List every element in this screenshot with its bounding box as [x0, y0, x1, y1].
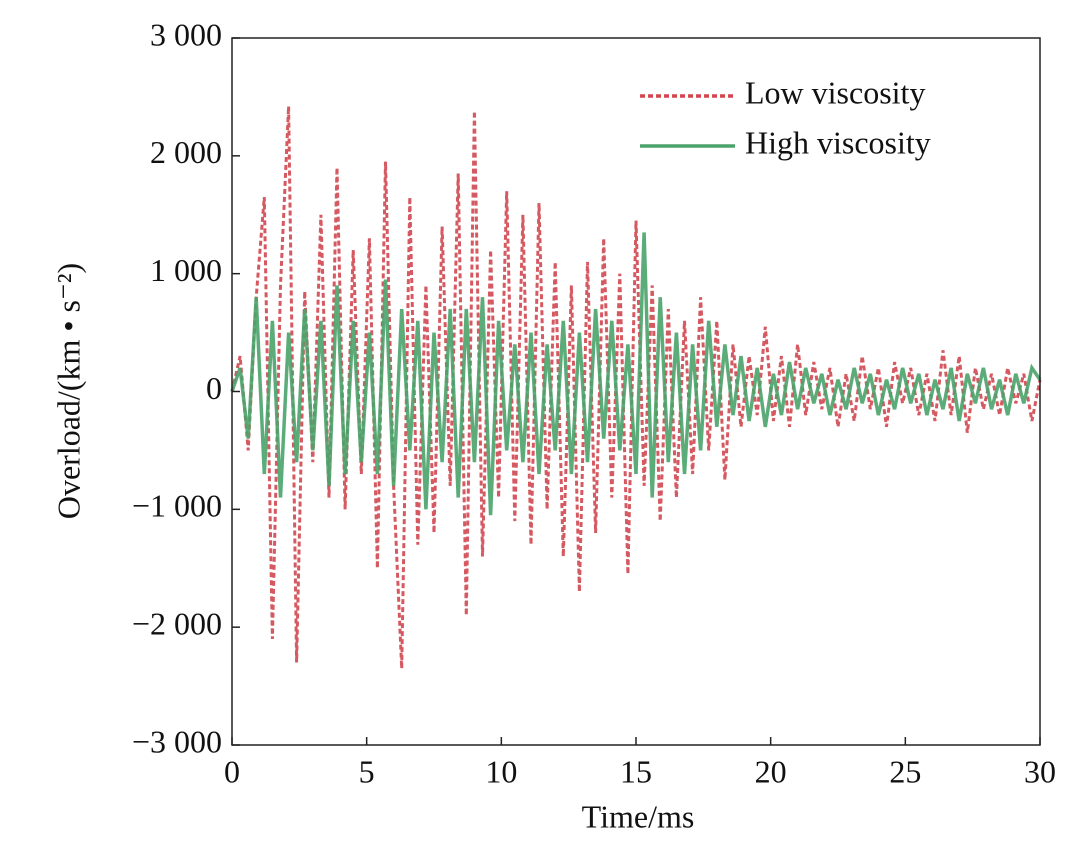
- x-tick-label: 0: [224, 753, 240, 789]
- x-tick-label: 25: [889, 753, 921, 789]
- x-axis-label: Time/ms: [582, 798, 695, 834]
- y-tick-label: 2 000: [150, 134, 222, 170]
- legend-label: High viscosity: [745, 124, 931, 160]
- y-axis-label: Overload/(km • s⁻²): [50, 263, 86, 519]
- series-line: [230, 106, 1042, 669]
- y-tick-label: 0: [206, 370, 222, 406]
- x-tick-label: 10: [485, 753, 517, 789]
- x-tick-label: 20: [755, 753, 787, 789]
- y-tick-label: 3 000: [150, 16, 222, 52]
- x-tick-label: 30: [1024, 753, 1056, 789]
- series-line: [230, 232, 1042, 516]
- x-tick-label: 5: [359, 753, 375, 789]
- y-tick-label: −3 000: [132, 723, 222, 759]
- legend-label: Low viscosity: [745, 74, 925, 110]
- x-tick-label: 15: [620, 753, 652, 789]
- y-tick-label: 1 000: [150, 252, 222, 288]
- y-tick-label: −1 000: [132, 488, 222, 524]
- y-tick-label: −2 000: [132, 606, 222, 642]
